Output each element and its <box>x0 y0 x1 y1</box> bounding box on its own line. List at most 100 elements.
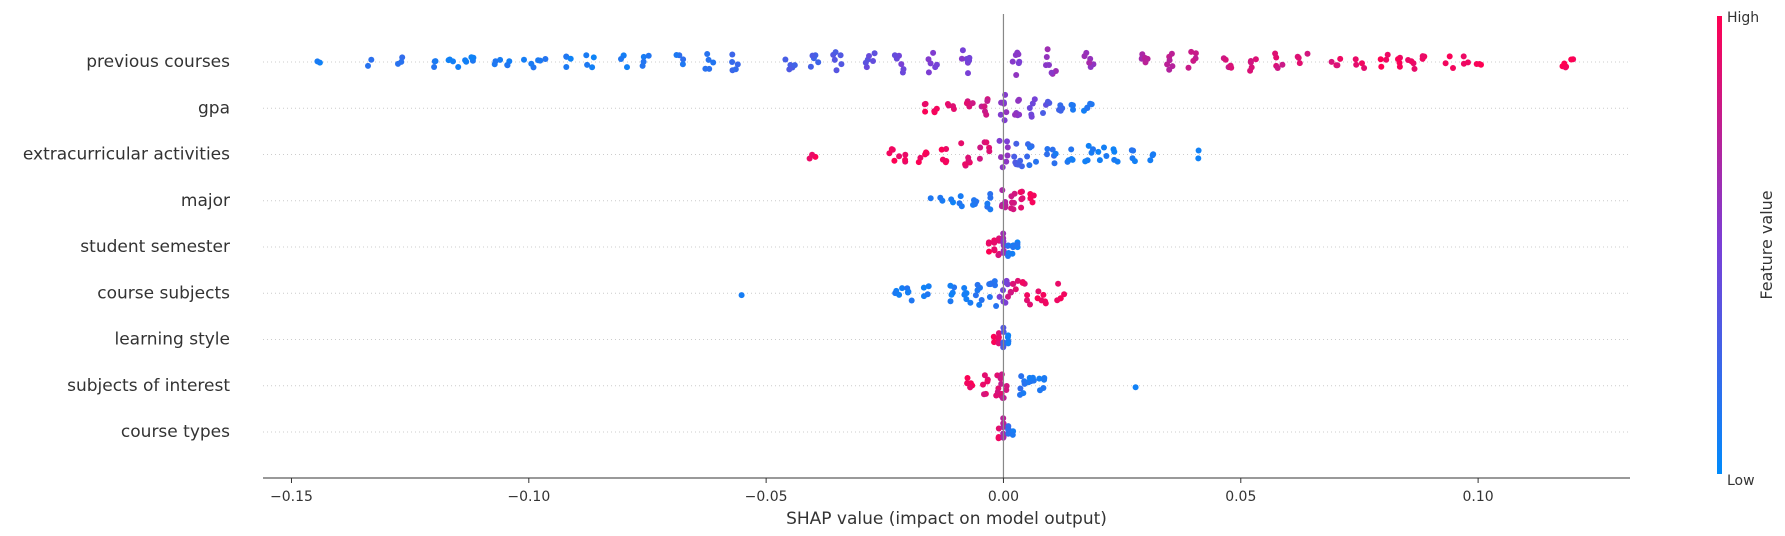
shap-point <box>971 197 977 204</box>
shap-point <box>782 56 789 63</box>
shap-point <box>1008 205 1015 212</box>
shap-point <box>1065 157 1072 164</box>
shap-point <box>589 64 596 71</box>
shap-point <box>1195 155 1202 162</box>
shap-point <box>1009 250 1016 257</box>
shap-point <box>832 49 839 56</box>
shap-point <box>1011 153 1018 160</box>
shap-point <box>1296 60 1303 67</box>
shap-point <box>947 298 954 305</box>
shap-point <box>729 59 736 65</box>
shap-point <box>590 54 597 61</box>
shap-point <box>997 111 1004 118</box>
shap-point <box>1111 148 1118 155</box>
shap-point <box>706 65 713 72</box>
shap-point <box>1450 65 1456 71</box>
shap-point <box>1377 56 1384 63</box>
shap-point <box>1031 96 1038 103</box>
feature-label: major <box>181 191 230 211</box>
shap-point <box>969 100 976 107</box>
shap-point <box>915 159 922 166</box>
shap-point <box>966 54 973 61</box>
shap-point <box>900 66 907 73</box>
shap-point <box>1018 196 1025 203</box>
shap-point <box>809 52 816 59</box>
shap-point <box>1190 57 1197 64</box>
shap-point <box>1015 161 1022 168</box>
shap-point <box>1024 297 1030 304</box>
x-tick-label: −0.15 <box>270 489 313 505</box>
shap-point <box>961 290 968 297</box>
shap-point <box>1044 146 1051 152</box>
shap-point <box>962 161 969 168</box>
shap-point <box>563 64 570 70</box>
shap-point <box>368 56 375 63</box>
x-tick-label: 0.00 <box>988 489 1019 505</box>
shap-point <box>974 281 981 288</box>
shap-point <box>998 99 1005 106</box>
shap-point <box>993 303 1000 309</box>
shap-point <box>1005 426 1012 433</box>
shap-point <box>1004 152 1011 159</box>
feature-row: major <box>181 187 1630 213</box>
shap-point <box>1020 390 1027 397</box>
colorbar: High Low Feature value <box>1717 10 1776 489</box>
shap-point <box>1446 53 1453 60</box>
x-tick-label: −0.10 <box>507 489 550 505</box>
shap-point <box>567 55 574 62</box>
shap-point <box>920 284 927 291</box>
shap-point <box>964 375 971 381</box>
shap-point <box>786 66 793 73</box>
x-axis-ticks: −0.15 −0.10 −0.05 0.00 0.05 0.10 <box>270 478 1494 505</box>
shap-point <box>991 339 998 346</box>
shap-point <box>837 52 844 59</box>
shap-point <box>871 50 878 57</box>
shap-point <box>1052 150 1059 157</box>
shap-point <box>1147 157 1154 164</box>
feature-row: subjects of interest <box>67 371 1630 401</box>
colorbar-title: Feature value <box>1757 190 1776 299</box>
shap-point <box>1004 144 1011 151</box>
shap-point <box>1279 61 1286 68</box>
shap-point <box>497 56 504 63</box>
shap-point <box>1001 279 1008 286</box>
shap-point <box>705 56 712 63</box>
shap-point <box>896 153 903 160</box>
shap-point <box>463 58 470 65</box>
shap-point <box>1070 106 1076 113</box>
shap-point <box>1096 157 1103 164</box>
shap-point <box>1009 199 1015 206</box>
shap-point <box>947 282 954 289</box>
shap-point <box>535 57 542 64</box>
shap-point <box>995 330 1002 337</box>
shap-point <box>1084 105 1091 111</box>
shap-point <box>673 52 680 58</box>
shap-point <box>1003 109 1010 116</box>
shap-point <box>432 58 439 65</box>
shap-point <box>1014 241 1021 248</box>
shap-point <box>1081 53 1088 60</box>
shap-point <box>1030 192 1037 199</box>
shap-point <box>986 148 993 155</box>
shap-point <box>1383 56 1390 63</box>
shap-point <box>1010 244 1017 251</box>
shap-point <box>925 56 932 63</box>
shap-point <box>399 54 406 61</box>
shap-point <box>986 294 993 300</box>
shap-point <box>645 52 652 59</box>
shap-point <box>1188 48 1195 55</box>
shap-point <box>1012 286 1019 293</box>
shap-point <box>983 139 990 146</box>
shap-point <box>704 51 711 57</box>
shap-point <box>1005 293 1011 300</box>
shap-point <box>1003 158 1010 165</box>
shap-point <box>1029 374 1036 381</box>
shap-point <box>995 340 1002 347</box>
shap-point <box>1095 148 1102 155</box>
feature-row: gpa <box>198 91 1630 124</box>
shap-point <box>1015 97 1022 104</box>
shap-point <box>1008 289 1014 296</box>
shap-point <box>1003 383 1010 389</box>
shap-point <box>1040 291 1047 298</box>
